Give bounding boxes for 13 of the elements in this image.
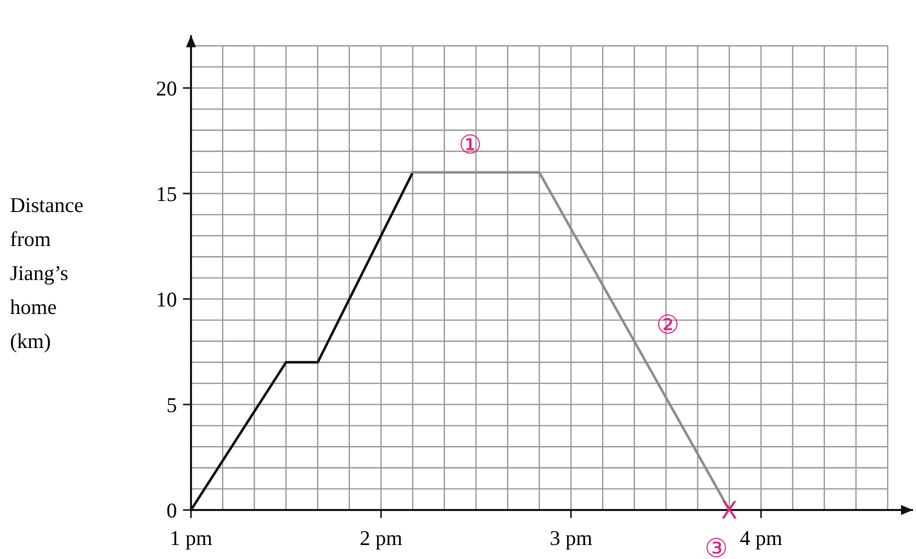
y-tick-label: 0 [166,498,177,522]
x-tick-label: 1 pm [170,526,212,550]
annotation: ③ [704,534,728,559]
x-tick-label: 4 pm [740,526,782,550]
y-tick-label: 20 [156,76,177,100]
x-tick-label: 2 pm [360,526,402,550]
x-tick-label: 3 pm [550,526,592,550]
y-tick-label: 15 [156,182,177,206]
annotation: ① [458,130,482,160]
y-axis-title: Distance from Jiang’s home (km) [10,193,84,353]
annotation: ② [656,310,680,340]
y-tick-label: 10 [156,287,177,312]
y-tick-label: 5 [166,392,177,417]
